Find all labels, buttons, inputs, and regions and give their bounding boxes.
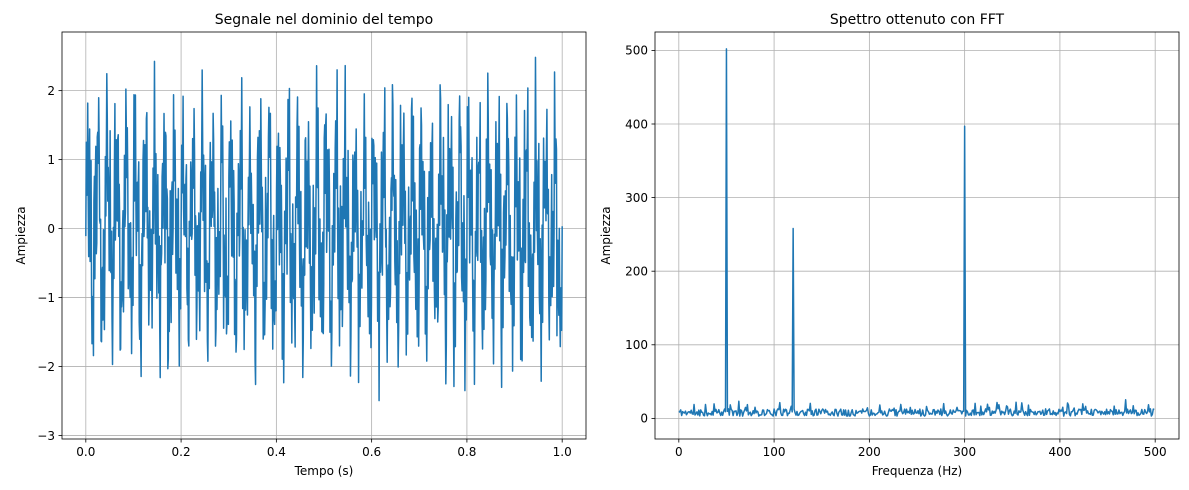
x-axis-label: Frequenza (Hz) [872,464,962,478]
y-tick-label: −3 [37,429,55,443]
x-axis-label: Tempo (s) [294,464,354,478]
series-line [85,56,563,402]
axes-frame [654,31,1180,440]
x-tick-label: 0.6 [362,445,381,459]
time-domain-chart: Segnale nel dominio del tempo Tempo (s) … [14,12,587,478]
x-tick-label: 0.2 [172,445,191,459]
x-tick-label: 0 [675,445,683,459]
x-tick-label: 200 [858,445,881,459]
y-tick-label: −2 [37,360,55,374]
y-tick-label: 500 [625,44,648,58]
series-line [678,48,1155,417]
x-tick-label: 100 [763,445,786,459]
chart-title: Segnale nel dominio del tempo [215,12,433,28]
y-tick-label: 2 [47,84,55,98]
axes-frame [61,31,587,440]
x-tick-label: 1.0 [553,445,572,459]
x-tick-label: 0.4 [267,445,286,459]
y-axis-label: Ampiezza [599,206,613,264]
fft-spectrum-chart: Spettro ottenuto con FFT Frequenza (Hz) … [599,12,1180,478]
x-tick-label: 0.8 [457,445,476,459]
x-tick-label: 500 [1144,445,1167,459]
y-tick-label: 200 [625,264,648,278]
y-tick-label: −1 [37,291,55,305]
chart-title: Spettro ottenuto con FFT [830,12,1005,28]
x-tick-label: 400 [1048,445,1071,459]
y-tick-label: 100 [625,338,648,352]
x-tick-label: 0.0 [76,445,95,459]
y-tick-label: 0 [640,412,648,426]
y-axis-label: Ampiezza [14,206,28,264]
y-tick-label: 0 [47,222,55,236]
plot-background-layer [655,32,1179,439]
y-tick-label: 300 [625,191,648,205]
y-tick-label: 400 [625,117,648,131]
x-tick-label: 300 [953,445,976,459]
y-tick-label: 1 [47,153,55,167]
